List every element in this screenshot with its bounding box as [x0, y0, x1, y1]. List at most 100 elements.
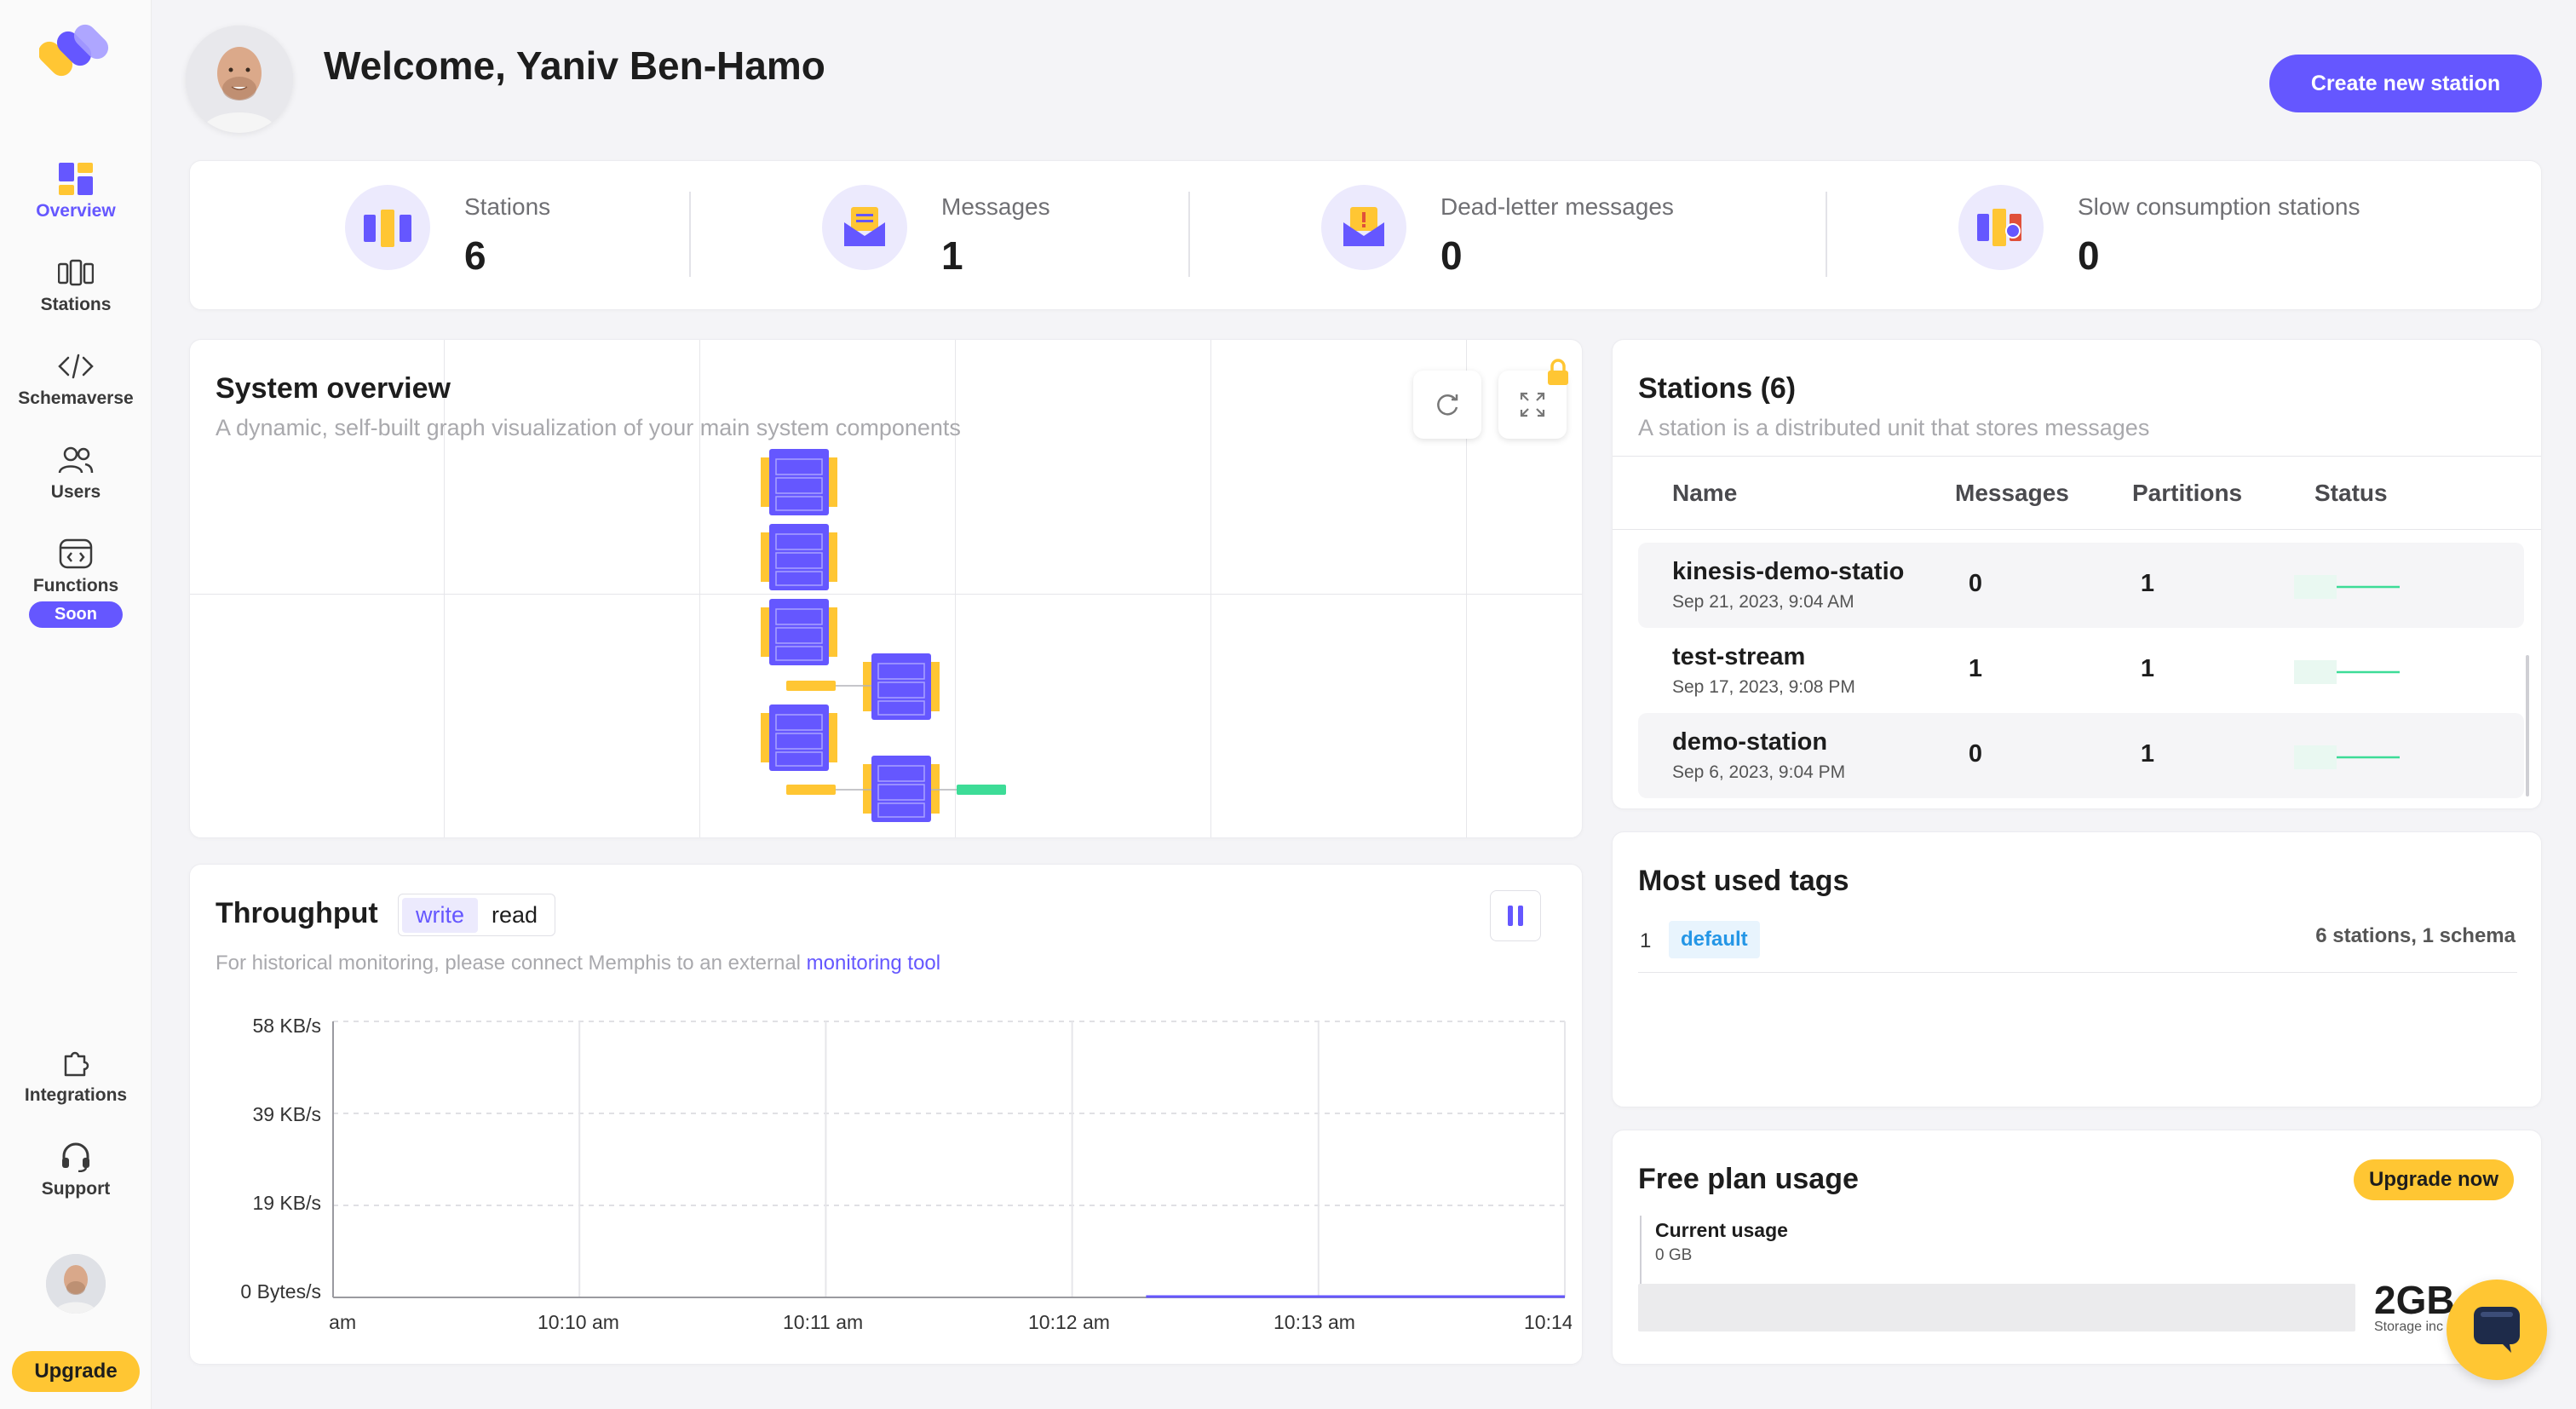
- card-title: Most used tags: [1638, 865, 1849, 897]
- station-messages: 0: [1968, 570, 1983, 597]
- card-title: Free plan usage: [1638, 1163, 1859, 1195]
- throughput-chart[interactable]: [328, 1018, 1572, 1308]
- tags-card: Most used tags 1 default 6 stations, 1 s…: [1612, 831, 2542, 1107]
- sidebar-item-overview[interactable]: Overview: [0, 162, 152, 221]
- kpi-label: Dead-letter messages: [1440, 193, 1674, 220]
- kpi-label: Messages: [941, 193, 1050, 220]
- kpi-value: 1: [941, 233, 963, 278]
- user-avatar[interactable]: [46, 1254, 106, 1314]
- x-tick-label: 10:12 am: [1028, 1311, 1110, 1333]
- x-tick-label: 10:14: [1524, 1311, 1572, 1333]
- divider: [1613, 456, 2541, 457]
- profile-avatar: [186, 26, 293, 133]
- tag-chip[interactable]: default: [1669, 921, 1760, 958]
- status-sparkline: [2294, 575, 2400, 599]
- messages-kpi-icon: [822, 185, 907, 270]
- system-overview-card: System overview A dynamic, self-built gr…: [189, 339, 1583, 838]
- usage-marker: [1640, 1216, 1642, 1284]
- slow-consumption-kpi-icon: [1958, 185, 2044, 270]
- x-tick-label: 9 am: [328, 1311, 357, 1333]
- y-tick-label: 19 KB/s: [252, 1192, 321, 1214]
- kpi-dead-letter: Dead-letter messages 0: [1321, 185, 1674, 279]
- grid-line: [699, 340, 700, 837]
- station-date: Sep 21, 2023, 9:04 AM: [1672, 592, 1854, 612]
- pause-icon: [1508, 906, 1523, 926]
- lock-icon: [1548, 359, 1568, 385]
- pause-button[interactable]: [1490, 890, 1541, 941]
- page-title: Welcome, Yaniv Ben-Hamo: [324, 43, 825, 88]
- soon-badge: Soon: [29, 601, 123, 628]
- sidebar-item-label: Stations: [40, 295, 112, 314]
- y-tick-label: 39 KB/s: [252, 1103, 321, 1125]
- chat-launcher[interactable]: [2447, 1280, 2547, 1380]
- sidebar-item-stations[interactable]: Stations: [0, 256, 152, 315]
- sidebar-item-label: Users: [50, 482, 101, 502]
- card-title: System overview: [216, 372, 451, 405]
- column-header-status: Status: [2314, 480, 2388, 506]
- sidebar-item-functions[interactable]: Functions Soon: [0, 537, 152, 628]
- card-subtitle: A station is a distributed unit that sto…: [1638, 415, 2150, 440]
- refresh-button[interactable]: [1413, 371, 1481, 439]
- sidebar-item-support[interactable]: Support: [0, 1140, 152, 1199]
- throughput-card: Throughput write read For historical mon…: [189, 864, 1583, 1365]
- station-date: Sep 17, 2023, 9:08 PM: [1672, 677, 1855, 697]
- upgrade-now-button[interactable]: Upgrade now: [2354, 1159, 2515, 1200]
- divider: [1826, 192, 1827, 277]
- sidebar-item-schemaverse[interactable]: Schemaverse: [0, 349, 152, 409]
- create-station-button[interactable]: Create new station: [2269, 55, 2542, 112]
- sidebar: Overview Stations Schemaverse Users Func…: [0, 0, 152, 1409]
- chat-icon: [2474, 1307, 2520, 1353]
- memphis-logo[interactable]: [39, 22, 112, 82]
- table-row[interactable]: test-stream Sep 17, 2023, 9:08 PM 1 1: [1638, 628, 2524, 713]
- kpi-stations: Stations 6: [345, 185, 550, 279]
- x-tick-label: 10:13 am: [1274, 1311, 1355, 1333]
- sidebar-item-label: Support: [41, 1179, 111, 1199]
- sidebar-item-label: Integrations: [24, 1085, 128, 1105]
- sidebar-item-label: Functions: [32, 576, 119, 595]
- sidebar-item-label: Schemaverse: [18, 388, 134, 408]
- table-row[interactable]: demo-station Sep 6, 2023, 9:04 PM 0 1: [1638, 713, 2524, 798]
- x-axis-labels: 9 am 10:10 am 10:11 am 10:12 am 10:13 am…: [328, 1311, 1572, 1340]
- status-sparkline: [2294, 745, 2400, 769]
- divider: [689, 192, 691, 277]
- fullscreen-button[interactable]: [1498, 371, 1567, 439]
- toggle-read[interactable]: read: [492, 901, 538, 928]
- sidebar-item-label: Overview: [36, 201, 116, 221]
- system-graph[interactable]: [752, 449, 1059, 824]
- stations-kpi-icon: [345, 185, 430, 270]
- grid-line: [1466, 340, 1467, 837]
- current-usage-label: Current usage: [1655, 1219, 1788, 1241]
- write-read-toggle: write read: [398, 894, 556, 936]
- current-usage-value: 0 GB: [1655, 1246, 1693, 1264]
- stations-icon: [57, 256, 95, 290]
- y-tick-label: 58 KB/s: [252, 1015, 321, 1037]
- sidebar-item-integrations[interactable]: Integrations: [0, 1046, 152, 1106]
- station-messages: 0: [1968, 740, 1983, 768]
- dead-letter-kpi-icon: [1321, 185, 1406, 270]
- usage-bar: [1638, 1284, 2355, 1331]
- y-tick-label: 0 Bytes/s: [240, 1280, 321, 1303]
- toggle-write[interactable]: write: [402, 897, 479, 933]
- divider: [1638, 972, 2517, 973]
- kpi-value: 6: [464, 233, 486, 278]
- overview-icon: [57, 162, 95, 196]
- station-partitions: 1: [2140, 570, 2155, 597]
- divider: [1188, 192, 1190, 277]
- upgrade-button[interactable]: Upgrade: [12, 1351, 140, 1392]
- column-header-name: Name: [1672, 480, 1738, 506]
- status-sparkline: [2294, 660, 2400, 684]
- card-title: Stations (6): [1638, 372, 1797, 405]
- station-partitions: 1: [2140, 655, 2155, 682]
- monitoring-note: For historical monitoring, please connec…: [216, 952, 940, 975]
- plan-card: Free plan usage Upgrade now Current usag…: [1612, 1130, 2542, 1365]
- card-title: Throughput: [216, 897, 378, 929]
- scrollbar[interactable]: [2526, 655, 2529, 797]
- table-row[interactable]: kinesis-demo-statio Sep 21, 2023, 9:04 A…: [1638, 543, 2524, 628]
- station-name: demo-station: [1672, 728, 1828, 756]
- monitoring-tool-link[interactable]: monitoring tool: [806, 952, 941, 975]
- plan-limit-sub: Storage inc: [2374, 1320, 2443, 1334]
- sidebar-item-users[interactable]: Users: [0, 443, 152, 503]
- headset-icon: [57, 1140, 95, 1174]
- grid-line: [190, 594, 1582, 595]
- kpi-label: Slow consumption stations: [2078, 193, 2360, 220]
